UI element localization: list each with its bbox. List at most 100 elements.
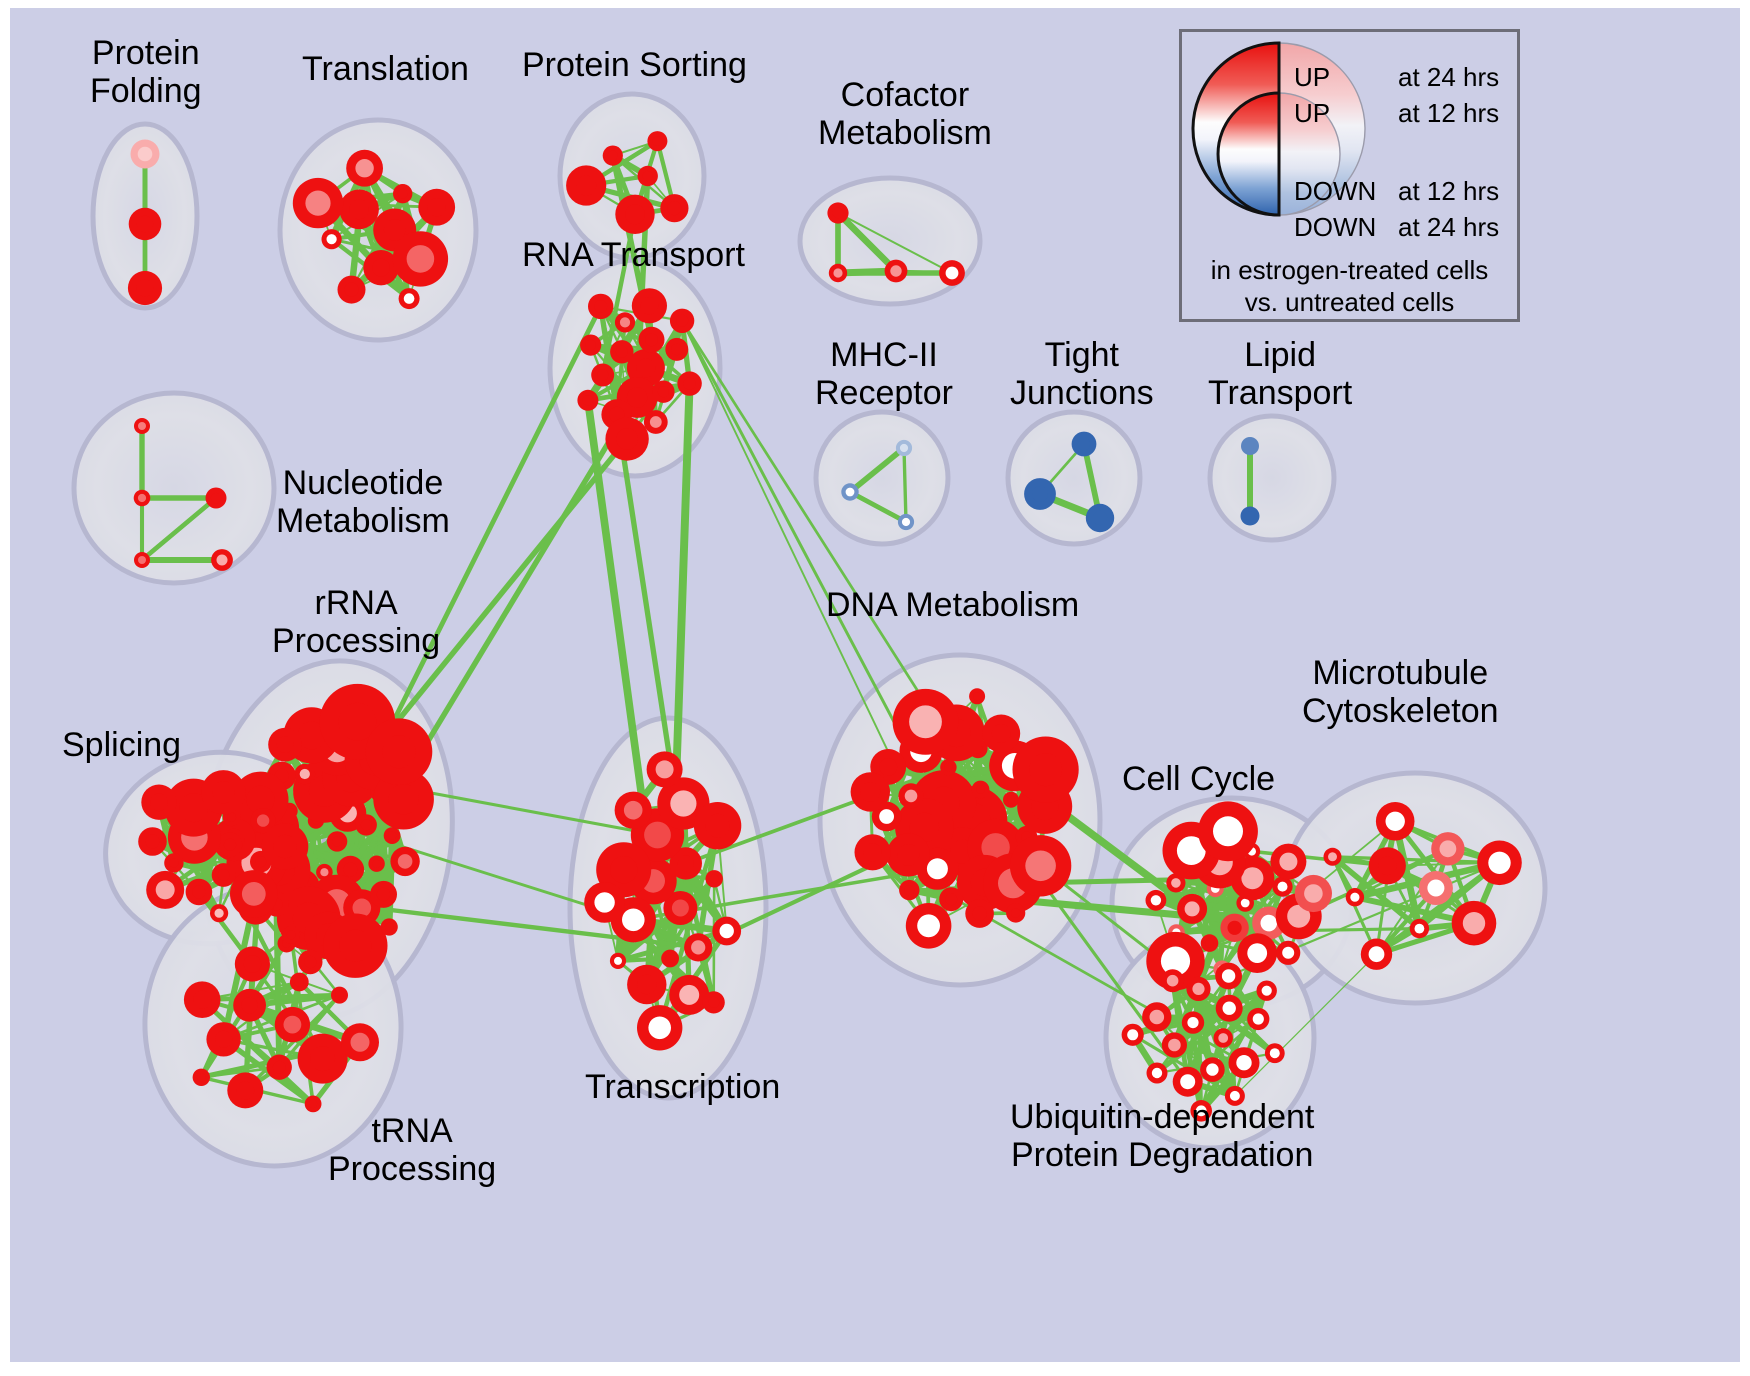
- network-node[interactable]: [206, 1022, 241, 1057]
- network-node[interactable]: [828, 263, 848, 283]
- network-node[interactable]: [268, 727, 302, 762]
- network-node[interactable]: [331, 986, 348, 1004]
- network-node[interactable]: [230, 870, 278, 918]
- network-node[interactable]: [211, 549, 233, 571]
- network-node[interactable]: [1146, 1062, 1168, 1084]
- network-node[interactable]: [146, 870, 185, 909]
- network-node[interactable]: [841, 483, 859, 501]
- network-node[interactable]: [610, 340, 634, 364]
- network-node[interactable]: [297, 1033, 348, 1084]
- network-node[interactable]: [693, 802, 742, 850]
- network-node[interactable]: [1181, 1011, 1205, 1034]
- network-node[interactable]: [304, 1095, 322, 1113]
- network-node[interactable]: [1323, 847, 1342, 866]
- network-node[interactable]: [627, 964, 667, 1005]
- network-node[interactable]: [1166, 873, 1186, 893]
- network-node[interactable]: [939, 887, 964, 912]
- network-node[interactable]: [1142, 1002, 1172, 1032]
- network-node[interactable]: [383, 827, 401, 844]
- network-node[interactable]: [677, 371, 702, 396]
- network-node[interactable]: [669, 847, 702, 880]
- network-node[interactable]: [365, 718, 433, 785]
- network-node[interactable]: [638, 326, 665, 353]
- network-node[interactable]: [227, 1072, 264, 1109]
- network-node[interactable]: [898, 783, 924, 809]
- network-node[interactable]: [339, 189, 379, 230]
- network-node[interactable]: [637, 165, 658, 187]
- network-node[interactable]: [1272, 876, 1293, 897]
- network-node[interactable]: [1085, 503, 1115, 533]
- network-node[interactable]: [705, 870, 723, 888]
- network-node[interactable]: [605, 417, 649, 461]
- network-node[interactable]: [1213, 1028, 1233, 1048]
- network-node[interactable]: [1431, 832, 1465, 866]
- network-node[interactable]: [321, 229, 342, 250]
- network-node[interactable]: [669, 974, 710, 1015]
- network-node[interactable]: [899, 879, 920, 901]
- network-node[interactable]: [1186, 976, 1211, 1002]
- network-node[interactable]: [1345, 888, 1365, 907]
- network-node[interactable]: [134, 418, 150, 434]
- network-node[interactable]: [665, 337, 689, 361]
- network-node[interactable]: [614, 791, 652, 829]
- network-node[interactable]: [1198, 801, 1258, 862]
- network-node[interactable]: [234, 946, 270, 982]
- network-node[interactable]: [127, 270, 163, 306]
- network-node[interactable]: [939, 260, 965, 286]
- network-node[interactable]: [1360, 938, 1393, 970]
- network-node[interactable]: [637, 1005, 683, 1051]
- network-node[interactable]: [1368, 847, 1406, 885]
- network-node[interactable]: [614, 312, 636, 333]
- network-node[interactable]: [1003, 791, 1019, 808]
- network-node[interactable]: [274, 1006, 311, 1043]
- network-node[interactable]: [1220, 913, 1249, 942]
- network-node[interactable]: [602, 145, 623, 166]
- network-node[interactable]: [398, 288, 420, 310]
- network-node[interactable]: [1451, 900, 1497, 946]
- network-node[interactable]: [130, 139, 160, 169]
- network-node[interactable]: [643, 410, 668, 434]
- network-node[interactable]: [393, 184, 413, 204]
- network-node[interactable]: [971, 780, 990, 799]
- network-node[interactable]: [292, 177, 344, 229]
- network-node[interactable]: [647, 131, 668, 152]
- network-node[interactable]: [380, 918, 398, 936]
- network-node[interactable]: [392, 231, 449, 287]
- network-node[interactable]: [211, 863, 236, 887]
- network-node[interactable]: [183, 981, 221, 1018]
- network-node[interactable]: [1247, 1007, 1270, 1031]
- network-node[interactable]: [631, 288, 668, 324]
- network-node[interactable]: [897, 513, 915, 531]
- network-node[interactable]: [346, 149, 383, 187]
- network-node[interactable]: [615, 194, 655, 234]
- network-node[interactable]: [266, 1054, 292, 1080]
- network-node[interactable]: [965, 899, 994, 928]
- network-node[interactable]: [646, 751, 683, 788]
- network-node[interactable]: [1009, 835, 1072, 897]
- network-node[interactable]: [660, 194, 689, 223]
- network-node[interactable]: [1477, 840, 1522, 886]
- network-node[interactable]: [201, 770, 246, 815]
- network-node[interactable]: [1024, 478, 1056, 510]
- network-node[interactable]: [294, 763, 316, 785]
- network-node[interactable]: [982, 714, 1021, 753]
- network-node[interactable]: [1177, 893, 1208, 924]
- network-node[interactable]: [663, 891, 698, 925]
- network-node[interactable]: [712, 916, 742, 946]
- network-node[interactable]: [892, 688, 959, 755]
- network-node[interactable]: [827, 202, 849, 224]
- network-node[interactable]: [323, 913, 388, 978]
- network-node[interactable]: [261, 823, 309, 870]
- network-node[interactable]: [1146, 931, 1205, 991]
- network-node[interactable]: [1418, 871, 1453, 905]
- network-node[interactable]: [185, 878, 213, 906]
- network-node[interactable]: [850, 772, 890, 812]
- network-node[interactable]: [1145, 889, 1167, 911]
- network-node[interactable]: [368, 855, 385, 872]
- network-node[interactable]: [1264, 1043, 1285, 1064]
- network-node[interactable]: [250, 808, 276, 834]
- network-node[interactable]: [217, 832, 243, 858]
- network-node[interactable]: [141, 784, 177, 820]
- network-node[interactable]: [1190, 1100, 1212, 1122]
- network-node[interactable]: [1161, 1032, 1187, 1058]
